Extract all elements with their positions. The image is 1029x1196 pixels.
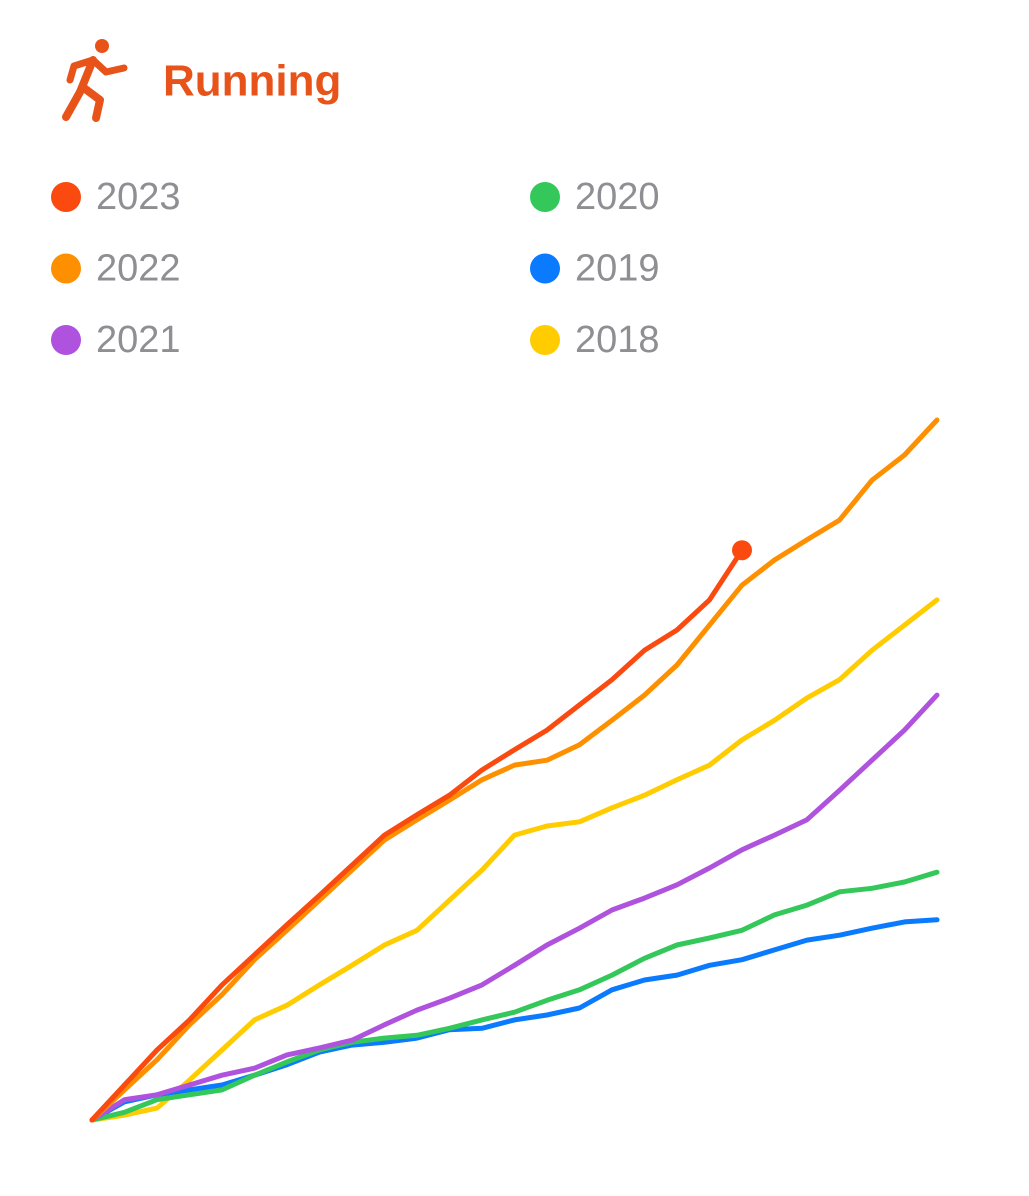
series-line xyxy=(89,692,940,1123)
series-line xyxy=(89,869,940,1123)
running-icon xyxy=(62,39,128,122)
plot xyxy=(89,417,940,1123)
current-point xyxy=(732,540,752,561)
legend-swatch xyxy=(530,325,560,355)
legend-label: 2018 xyxy=(575,319,660,361)
legend-label: 2021 xyxy=(96,319,181,361)
legend-swatch xyxy=(51,253,81,284)
legend-swatch xyxy=(530,253,560,284)
title: Running xyxy=(163,57,341,106)
legend-label: 2022 xyxy=(96,248,181,290)
series-line xyxy=(89,547,745,1123)
legend-swatch xyxy=(51,325,81,355)
legend-swatch xyxy=(51,182,81,212)
legend-label: 2019 xyxy=(575,248,660,290)
series-line xyxy=(89,417,940,1123)
legend-label: 2023 xyxy=(96,176,181,218)
series-line xyxy=(89,917,940,1123)
legend: 2023 2022 2021 2020 2019 2018 xyxy=(51,176,660,361)
series-line xyxy=(89,597,940,1123)
legend-swatch xyxy=(530,182,560,212)
legend-label: 2020 xyxy=(575,176,660,218)
